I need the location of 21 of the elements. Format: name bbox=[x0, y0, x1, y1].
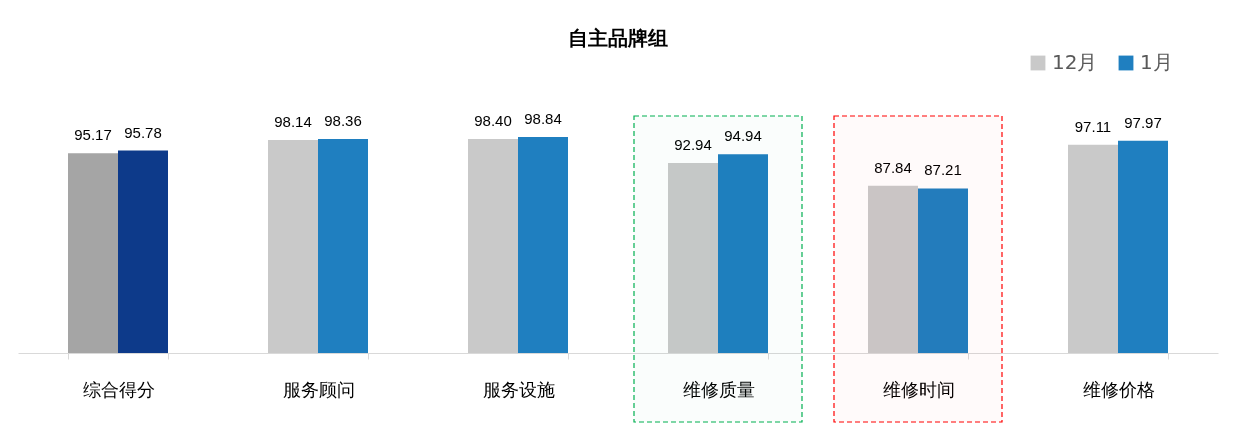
x-tick-label: 维修质量 bbox=[682, 378, 755, 400]
x-tick-label: 维修时间 bbox=[882, 378, 955, 400]
data-label: 92.94 bbox=[674, 136, 712, 154]
data-label: 94.94 bbox=[724, 127, 762, 145]
data-label: 97.97 bbox=[1124, 113, 1162, 131]
data-label: 97.11 bbox=[1074, 117, 1112, 135]
data-label: 98.40 bbox=[474, 111, 512, 129]
data-label: 98.14 bbox=[274, 113, 312, 131]
data-label: 95.17 bbox=[74, 126, 112, 144]
legend-label: 12月 bbox=[1052, 50, 1098, 74]
data-label: 87.21 bbox=[924, 161, 962, 179]
data-label: 98.36 bbox=[324, 112, 362, 130]
x-tick-label: 服务顾问 bbox=[282, 378, 355, 400]
x-tick-label: 维修价格 bbox=[1082, 378, 1155, 400]
x-tick-label: 综合得分 bbox=[82, 378, 155, 400]
legend-label: 1月 bbox=[1140, 50, 1173, 74]
data-label: 98.84 bbox=[524, 110, 562, 127]
data-label: 95.78 bbox=[124, 123, 162, 141]
data-label: 87.84 bbox=[874, 158, 912, 176]
chart-title: 自主品牌组 bbox=[568, 26, 668, 50]
x-tick-label: 服务设施 bbox=[482, 378, 555, 400]
